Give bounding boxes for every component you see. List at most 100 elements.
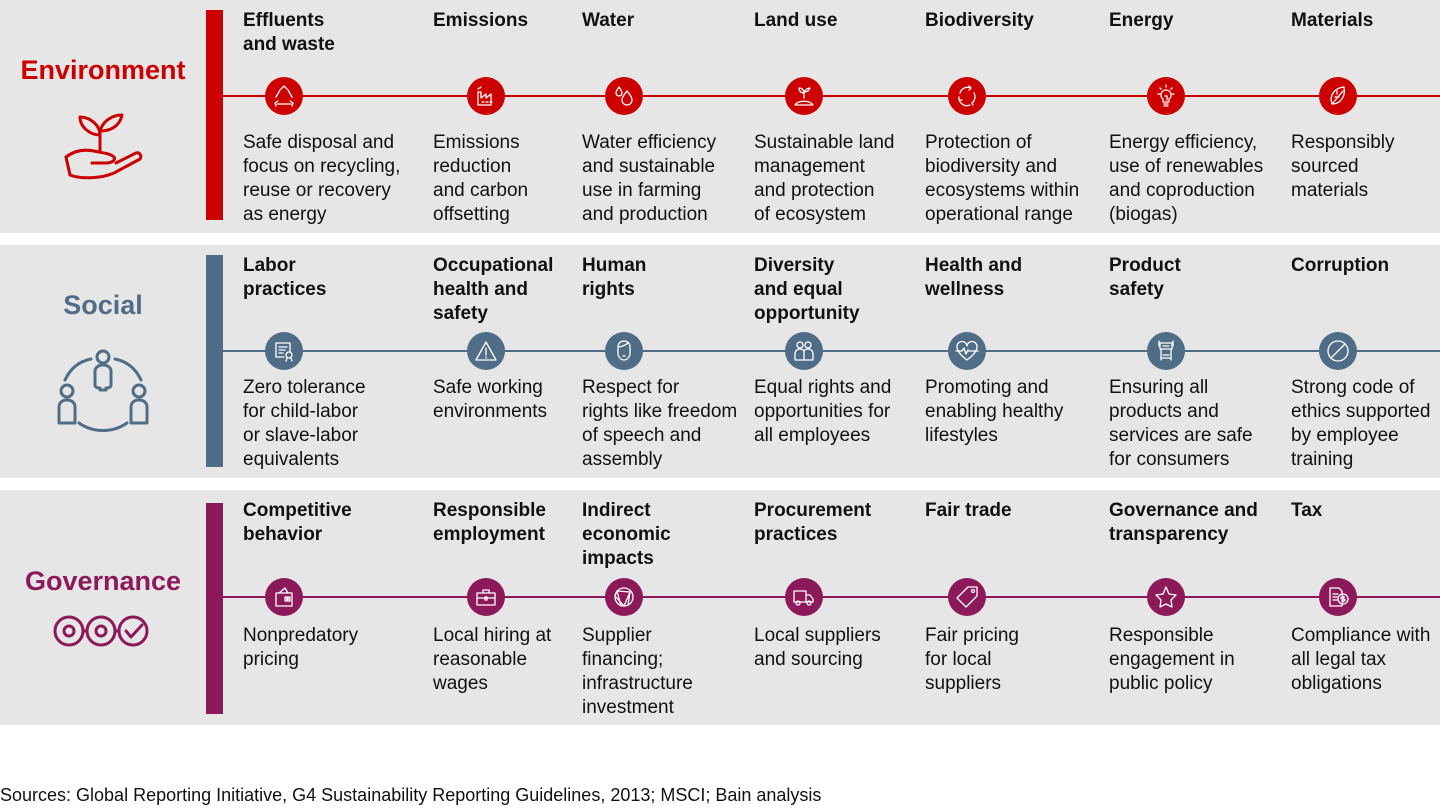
- band-title-governance: Governance: [24, 566, 182, 596]
- lightbulb-icon: [1147, 77, 1185, 115]
- topic-description-line: financing;: [582, 649, 664, 670]
- topic-title-line: Effluents: [243, 10, 325, 31]
- topic-title: Governance and transparency: [1109, 499, 1258, 547]
- topic-description-line: biodiversity and: [925, 156, 1058, 177]
- topic-description-line: public policy: [1109, 673, 1213, 694]
- people-circle-icon: [53, 345, 153, 442]
- topic-description-line: enabling healthy: [925, 401, 1064, 422]
- topic-title: Land use: [754, 9, 837, 33]
- topic-title-line: Emissions: [433, 10, 529, 31]
- topic-description-line: Safe working: [433, 377, 543, 398]
- topic-description-line: Supplier: [582, 625, 652, 646]
- topic-description-line: obligations: [1291, 673, 1382, 694]
- topic-description-line: use in farming: [582, 180, 702, 201]
- topic-description: Water efficiency and sustainable use in fa…: [582, 131, 716, 227]
- topic-description-line: Responsible: [1109, 625, 1214, 646]
- topic-description-line: products and: [1109, 401, 1219, 422]
- topic-title-line: economic: [582, 524, 671, 545]
- topic-description-line: infrastructure: [582, 673, 693, 694]
- timeline-line: [223, 350, 1440, 352]
- topic-title: Emissions: [433, 9, 528, 33]
- topic-title: Water: [582, 9, 634, 33]
- recycle-icon: [265, 77, 303, 115]
- topic-description: Safe working environments: [433, 376, 547, 424]
- topic-description: Local suppliers and sourcing: [754, 624, 881, 672]
- topic-description-line: focus on recycling,: [243, 156, 401, 177]
- topic-description: Respect for rights like freedom of speech …: [582, 376, 737, 472]
- topic-description-line: Fair pricing: [925, 625, 1019, 646]
- topic-title-line: behavior: [243, 524, 323, 545]
- topic-title: Indirect economic impacts: [582, 499, 671, 571]
- topic-description-line: offsetting: [433, 204, 510, 225]
- star-icon: [1147, 578, 1185, 616]
- topic-title-line: wellness: [925, 279, 1005, 300]
- topic-title-line: practices: [243, 279, 327, 300]
- topic-title-line: Human: [582, 255, 647, 276]
- band-accent-bar: [206, 255, 223, 467]
- topic-description-line: training: [1291, 449, 1354, 470]
- topic-description-line: reduction: [433, 156, 512, 177]
- topic-description-line: as energy: [243, 204, 327, 225]
- topic-description: Ensuring all products and services are saf…: [1109, 376, 1253, 472]
- band-accent-bar: [206, 503, 223, 714]
- topic-description-line: Local hiring at: [433, 625, 552, 646]
- topic-description-line: Respect for: [582, 377, 680, 398]
- topic-title: Responsible employment: [433, 499, 546, 547]
- band-title-environment: Environment: [20, 55, 186, 85]
- topic-title: Occupational health and safety: [433, 254, 553, 326]
- topic-description-line: for consumers: [1109, 449, 1230, 470]
- timeline-line: [223, 596, 1440, 598]
- topic-description-line: equivalents: [243, 449, 340, 470]
- topic-title-line: Governance and: [1109, 500, 1258, 521]
- topic-description: Strong code of ethics supported by employe…: [1291, 376, 1430, 472]
- topic-description-line: of ecosystem: [754, 204, 866, 225]
- topic-description: Responsibly sourced materials: [1291, 131, 1395, 203]
- topic-description-line: ecosystems within: [925, 180, 1080, 201]
- topic-title-line: practices: [754, 524, 838, 545]
- topic-description-line: reuse or recovery: [243, 180, 391, 201]
- topic-title: Corruption: [1291, 254, 1389, 278]
- topic-title: Procurement practices: [754, 499, 871, 547]
- source-note: Sources: Global Reporting Initiative, G4…: [0, 785, 822, 805]
- topic-description: Promoting and enabling healthy lifestyles: [925, 376, 1063, 448]
- topic-title-line: impacts: [582, 548, 654, 569]
- topic-title-line: Land use: [754, 10, 838, 31]
- heartbeat-icon: [948, 332, 986, 370]
- topic-description: Supplier financing; infrastructure investme…: [582, 624, 693, 720]
- topic-title: Health and wellness: [925, 254, 1022, 302]
- truck-front-icon: [1147, 332, 1185, 370]
- topic-title: Competitive behavior: [243, 499, 352, 547]
- topic-description-line: wages: [433, 673, 488, 694]
- band-accent-bar: [206, 10, 223, 220]
- topic-title-line: opportunity: [754, 303, 860, 324]
- certificate-icon: [265, 332, 303, 370]
- topic-title: Materials: [1291, 9, 1373, 33]
- topic-description-line: and coproduction: [1109, 180, 1255, 201]
- band-environment: Environment Effluents and waste Safe dispo…: [0, 0, 1440, 233]
- topic-title-line: Health and: [925, 255, 1023, 276]
- topic-description-line: Ensuring all: [1109, 377, 1209, 398]
- process-check-icon: [51, 613, 155, 654]
- topic-description-line: all legal tax: [1291, 649, 1387, 670]
- topic-description-line: Equal rights and: [754, 377, 892, 398]
- prohibited-icon: [1319, 332, 1357, 370]
- band-title-social: Social: [63, 290, 143, 320]
- band-social: Social Labor practices Zero tolerance for c…: [0, 245, 1440, 478]
- topic-description-line: services are safe: [1109, 425, 1253, 446]
- topic-description-line: Responsibly: [1291, 132, 1395, 153]
- topic-description: Equal rights and opportunities for all emp…: [754, 376, 891, 448]
- topic-description: Fair pricing for local suppliers: [925, 624, 1019, 696]
- topic-description-line: engagement in: [1109, 649, 1235, 670]
- sprout-mound-icon: [785, 77, 823, 115]
- topic-title-line: safety: [1109, 279, 1164, 300]
- topic-description-line: Safe disposal and: [243, 132, 395, 153]
- topic-description-line: or slave-labor: [243, 425, 359, 446]
- topic-title: Tax: [1291, 499, 1322, 523]
- topic-title-line: Biodiversity: [925, 10, 1034, 31]
- topic-description: Local hiring at reasonable wages: [433, 624, 551, 696]
- topic-description-line: and sourcing: [754, 649, 863, 670]
- cycle-arrows-icon: [948, 77, 986, 115]
- topic-description: Energy efficiency, use of renewables and c…: [1109, 131, 1263, 227]
- topic-title-line: Water: [582, 10, 635, 31]
- topic-description-line: all employees: [754, 425, 871, 446]
